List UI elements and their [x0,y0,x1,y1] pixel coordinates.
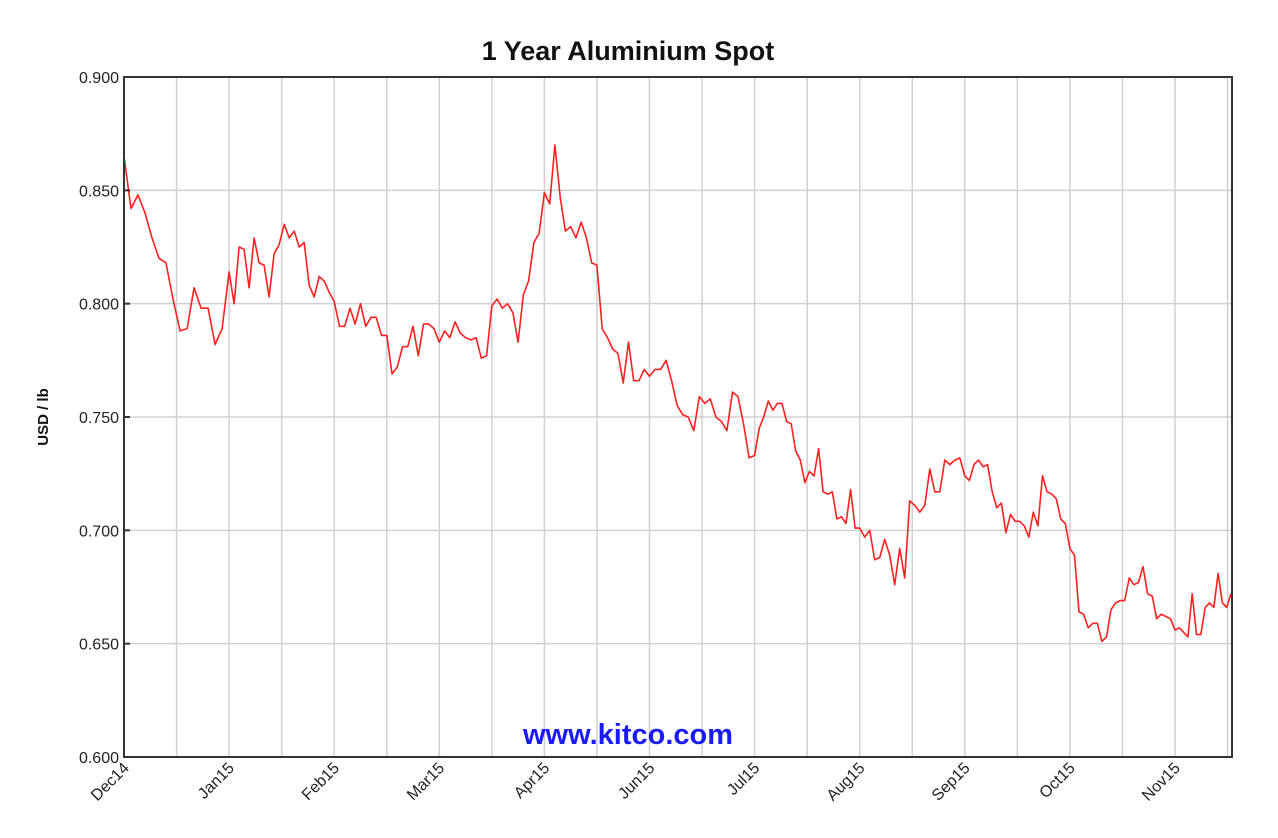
y-axis-label: USD / lb [35,388,52,446]
x-tick-label: Mar15 [404,760,448,804]
x-tick-label: Oct15 [1037,760,1079,802]
chart-title: 1 Year Aluminium Spot [482,36,775,66]
x-tick-label: Aug15 [824,760,869,805]
watermark-kitco: www.kitco.com [522,719,733,751]
x-tick-label: Jan15 [195,760,238,803]
x-tick-label: Feb15 [299,760,343,804]
x-tick-label: Apr15 [511,760,553,802]
y-tick-label: 0.900 [79,70,119,87]
y-axis-ticks: 0.600 0.650 0.700 0.750 0.800 0.850 0.900 [79,70,130,767]
x-tick-label: Jul15 [724,760,763,799]
y-tick-label: 0.650 [79,637,119,654]
y-tick-label: 0.800 [79,297,119,314]
y-tick-label: 0.700 [79,523,119,540]
x-tick-label: Jun15 [615,760,658,803]
gridlines [124,76,1231,758]
x-tick-label: Sep15 [929,760,974,805]
x-axis-ticks: Dec14 Jan15 Feb15 Mar15 Apr15 Jun15 Jul15 Aug15… [88,760,1184,805]
x-tick-label: Nov15 [1139,760,1184,805]
y-tick-label: 0.850 [79,183,119,200]
y-tick-label: 0.600 [79,750,119,767]
series-line [123,144,1232,643]
y-tick-label: 0.750 [79,410,119,427]
